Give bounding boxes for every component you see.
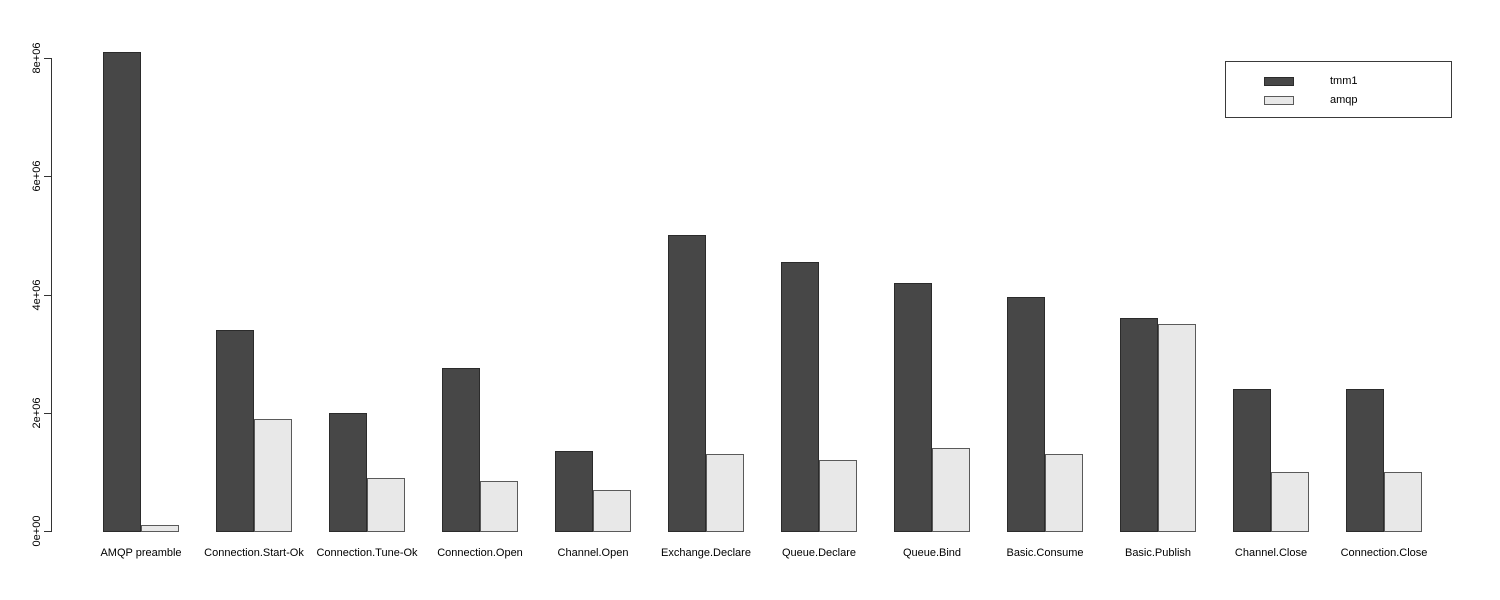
y-tick-mark xyxy=(44,531,51,532)
bar-tmm1-3 xyxy=(442,368,480,532)
bar-tmm1-8 xyxy=(1007,297,1045,532)
y-tick-mark xyxy=(44,58,51,59)
x-category-label: Basic.Publish xyxy=(1124,547,1192,559)
bar-amqp-2 xyxy=(367,478,405,532)
x-category-label: Connection.Close xyxy=(1340,547,1428,559)
x-category-label: Connection.Tune-Ok xyxy=(316,547,418,559)
bar-amqp-4 xyxy=(593,490,631,532)
bar-tmm1-9 xyxy=(1120,318,1158,532)
bar-amqp-1 xyxy=(254,419,292,532)
y-tick-label: 6e+06 xyxy=(31,160,43,192)
y-tick-mark xyxy=(44,295,51,296)
bar-tmm1-2 xyxy=(329,413,367,532)
x-category-label: Connection.Open xyxy=(437,547,523,559)
x-category-label: Exchange.Declare xyxy=(661,547,751,559)
bar-amqp-7 xyxy=(932,448,970,532)
y-axis-line xyxy=(51,58,52,532)
bar-amqp-6 xyxy=(819,460,857,532)
x-category-label: Channel.Close xyxy=(1234,547,1308,559)
bar-amqp-9 xyxy=(1158,324,1196,532)
bar-tmm1-1 xyxy=(216,330,254,532)
bar-amqp-3 xyxy=(480,481,518,532)
y-tick-label: 0e+00 xyxy=(31,515,43,547)
bar-tmm1-4 xyxy=(555,451,593,532)
bar-amqp-10 xyxy=(1271,472,1309,532)
bar-tmm1-5 xyxy=(668,235,706,532)
legend-swatch-tmm1-icon xyxy=(1264,76,1294,86)
x-category-label: Basic.Consume xyxy=(1006,547,1084,559)
legend-label-amqp: amqp xyxy=(1330,94,1358,106)
bar-tmm1-10 xyxy=(1233,389,1271,532)
bar-amqp-0 xyxy=(141,525,179,532)
bar-amqp-5 xyxy=(706,454,744,532)
bar-amqp-8 xyxy=(1045,454,1083,532)
x-category-label: AMQP preamble xyxy=(100,547,182,559)
bar-tmm1-6 xyxy=(781,262,819,532)
legend-item-amqp: amqp xyxy=(1264,92,1358,108)
y-tick-label: 4e+06 xyxy=(31,279,43,311)
y-tick-mark xyxy=(44,176,51,177)
legend-item-tmm1: tmm1 xyxy=(1264,73,1358,89)
legend-swatch-amqp-icon xyxy=(1264,95,1294,105)
x-category-label: Connection.Start-Ok xyxy=(204,547,304,559)
bar-tmm1-7 xyxy=(894,283,932,532)
legend-label-tmm1: tmm1 xyxy=(1330,75,1358,87)
legend: tmm1 amqp xyxy=(1225,61,1452,118)
bar-amqp-11 xyxy=(1384,472,1422,532)
bar-tmm1-0 xyxy=(103,52,141,532)
x-category-label: Queue.Bind xyxy=(902,547,962,559)
x-category-label: Channel.Open xyxy=(557,547,629,559)
x-category-label: Queue.Declare xyxy=(782,547,856,559)
y-tick-label: 2e+06 xyxy=(31,397,43,429)
y-tick-mark xyxy=(44,413,51,414)
y-tick-label: 8e+06 xyxy=(31,42,43,74)
bar-tmm1-11 xyxy=(1346,389,1384,532)
